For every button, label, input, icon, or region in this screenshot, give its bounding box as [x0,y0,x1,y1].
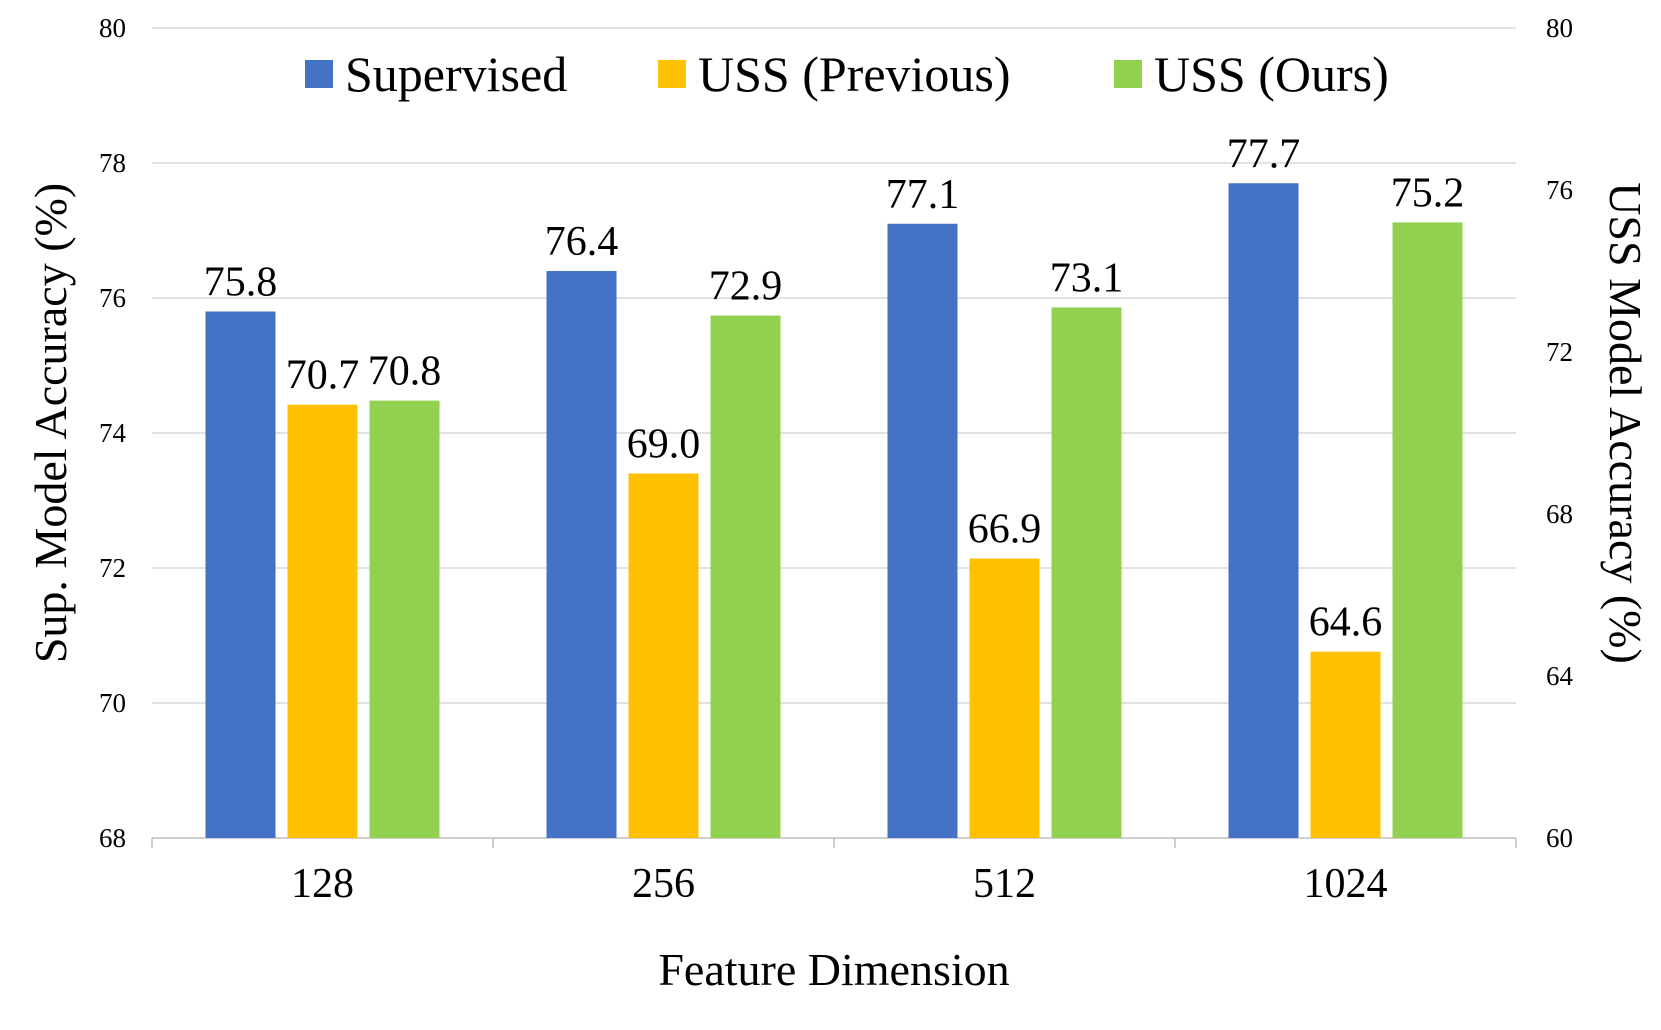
x-category-label: 256 [632,861,695,907]
bar [369,400,440,838]
legend-entry: Supervised [345,46,567,102]
bar [628,473,699,838]
bar [887,223,958,838]
bar-value-label: 64.6 [1309,600,1383,646]
legend-entry: USS (Previous) [698,46,1011,102]
y-right-tick-label: 60 [1546,823,1573,853]
y-left-tick-label: 72 [99,553,126,583]
y-right-tick-label: 76 [1546,175,1573,205]
bar [1051,307,1122,838]
y-right-tick-label: 64 [1546,661,1574,691]
y-left-tick-label: 70 [99,688,126,718]
bar [1392,222,1463,838]
bar [287,404,358,838]
y-left-tick-label: 76 [99,283,126,313]
y-right-tick-label: 72 [1546,337,1573,367]
bar [710,315,781,838]
bar [546,271,617,838]
y-left-tick-label: 78 [99,148,126,178]
legend: Supervised USS (Previous) USS (Ours) [305,46,1389,102]
bar-value-label: 73.1 [1050,255,1124,301]
x-axis-title: Feature Dimension [658,944,1009,995]
y-right-tick-label: 80 [1546,13,1573,43]
bar-value-label: 75.8 [204,260,278,306]
bar [205,311,276,838]
y-left-tick-label: 74 [99,418,127,448]
bar-value-label: 70.8 [368,349,442,395]
bar-value-label: 77.7 [1227,131,1301,177]
y-axis-right-title: USS Model Accuracy (%) [1600,182,1651,664]
x-category-label: 1024 [1304,861,1388,907]
y-left-tick-label: 68 [99,823,126,853]
bar-value-label: 66.9 [968,507,1042,553]
y-axis-left-title: Sup. Model Accuracy (%) [25,183,76,663]
bar-value-label: 70.7 [286,353,360,399]
x-category-label: 128 [291,861,354,907]
legend-swatch [1114,60,1142,88]
y-right-tick-label: 68 [1546,499,1573,529]
legend-entry: USS (Ours) [1154,46,1389,102]
data-labels: 75.8 70.7 70.8 76.4 69.0 72.9 77.1 66.9 73.1 77.7… [204,131,1465,645]
bar-value-label: 77.1 [886,172,960,218]
bar-value-label: 76.4 [545,219,619,265]
axis-ticks: 68 70 72 74 76 78 80 60 64 68 72 76 80 128 256 512 1024 [99,13,1574,907]
x-category-label: 512 [973,861,1036,907]
bars [205,183,1463,838]
bar [1310,651,1381,838]
bar [969,558,1040,838]
bar-value-label: 72.9 [709,264,783,310]
bar-value-label: 69.0 [627,422,701,468]
bar [1228,183,1299,838]
legend-swatch [305,60,333,88]
bar-value-label: 75.2 [1391,170,1465,216]
legend-swatch [658,60,686,88]
y-left-tick-label: 80 [99,13,126,43]
